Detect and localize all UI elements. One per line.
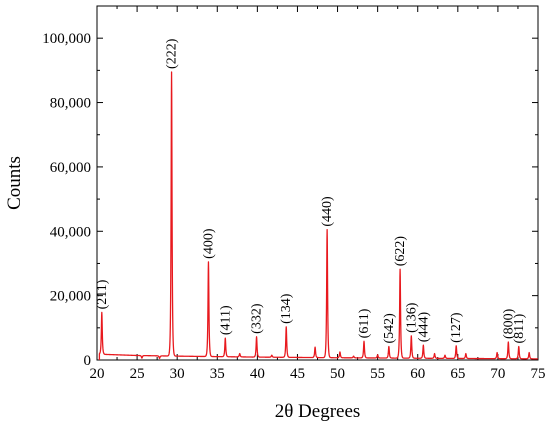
peak-label: (622) xyxy=(393,236,408,267)
plot-frame xyxy=(96,5,539,361)
peak-label: (211) xyxy=(95,279,110,309)
y-tick-label: 0 xyxy=(84,353,92,369)
peak-label: (611) xyxy=(357,308,372,338)
x-tick-label: 40 xyxy=(250,366,265,382)
peak-label: (800) xyxy=(501,308,516,339)
x-tick-label: 60 xyxy=(410,366,425,382)
peak-label: (444) xyxy=(416,312,431,343)
x-tick-label: 25 xyxy=(130,366,145,382)
x-tick-label: 65 xyxy=(450,366,465,382)
y-tick-label: 60,000 xyxy=(50,160,91,176)
y-axis-title: Counts xyxy=(4,156,25,210)
x-tick-label: 75 xyxy=(531,366,546,382)
peak-label: (411) xyxy=(218,305,233,335)
peak-label: (127) xyxy=(449,312,464,343)
x-tick-label: 45 xyxy=(290,366,305,382)
x-tick-label: 70 xyxy=(490,366,505,382)
diffraction-pattern-line xyxy=(98,71,539,360)
y-tick-label: 40,000 xyxy=(50,224,91,240)
peak-label: (134) xyxy=(279,293,294,324)
peak-label: (440) xyxy=(320,196,335,227)
peak-label: (136) xyxy=(404,302,419,333)
y-tick-label: 100,000 xyxy=(42,31,91,47)
peak-label: (222) xyxy=(165,38,180,69)
peak-label: (400) xyxy=(201,228,216,259)
x-axis-title: 2θ Degrees xyxy=(275,401,361,422)
axis-ticks xyxy=(96,5,539,361)
y-tick-label: 80,000 xyxy=(50,96,91,112)
axis-tick-labels: 20 25 30 35 40 45 50 55 60 65 70 75 0 20,000 40,000 60,… xyxy=(42,31,545,382)
x-tick-label: 35 xyxy=(210,366,225,382)
x-tick-label: 55 xyxy=(370,366,385,382)
peak-label: (811) xyxy=(512,313,527,343)
peak-label: (542) xyxy=(382,313,397,344)
peak-labels: (211) (222) (400) (411) (332) (134) (440) (611)… xyxy=(95,38,527,343)
x-tick-label: 20 xyxy=(90,366,105,382)
x-tick-label: 30 xyxy=(170,366,185,382)
peak-label: (332) xyxy=(250,303,265,334)
x-tick-label: 50 xyxy=(330,366,345,382)
y-tick-label: 20,000 xyxy=(50,289,91,305)
